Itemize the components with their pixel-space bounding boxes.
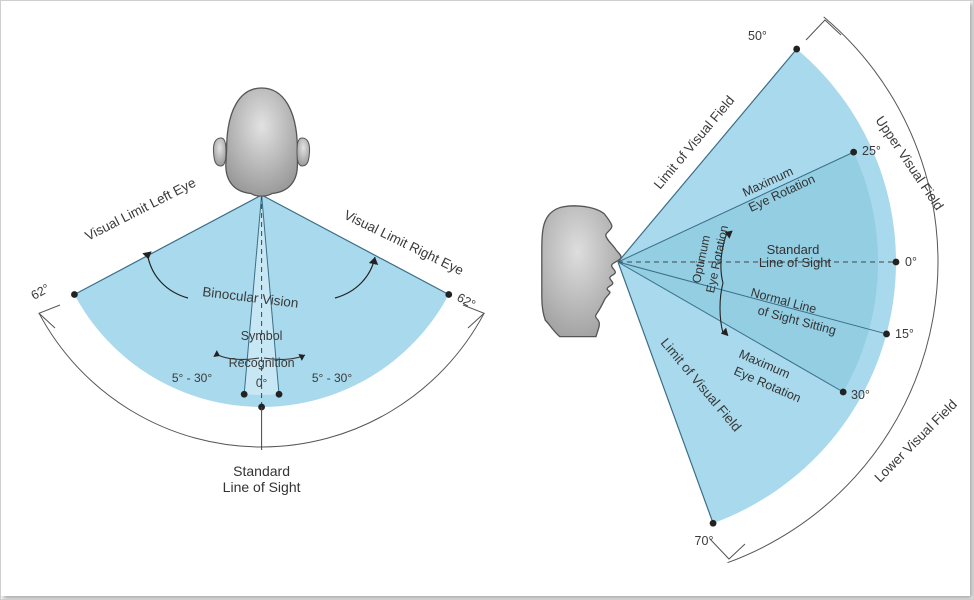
svg-text:Standard: Standard	[233, 463, 290, 479]
svg-text:Lower Visual Field: Lower Visual Field	[872, 397, 960, 485]
svg-text:Line of Sight: Line of Sight	[759, 255, 832, 270]
svg-text:25°: 25°	[862, 144, 881, 158]
svg-text:Recognition: Recognition	[229, 356, 295, 370]
svg-text:Line of Sight: Line of Sight	[223, 479, 301, 495]
svg-text:5° - 30°: 5° - 30°	[172, 371, 212, 385]
svg-text:0°: 0°	[905, 255, 917, 269]
svg-text:62°: 62°	[29, 281, 52, 302]
svg-text:Visual Limit Left Eye: Visual Limit Left Eye	[83, 175, 199, 244]
svg-text:30°: 30°	[851, 388, 870, 402]
svg-text:50°: 50°	[748, 29, 767, 43]
svg-text:Symbol: Symbol	[241, 329, 283, 343]
svg-text:15°: 15°	[895, 327, 914, 341]
svg-text:70°: 70°	[695, 534, 714, 548]
svg-text:62°: 62°	[455, 290, 478, 311]
svg-text:5° - 30°: 5° - 30°	[312, 371, 352, 385]
svg-text:0°: 0°	[256, 376, 268, 390]
